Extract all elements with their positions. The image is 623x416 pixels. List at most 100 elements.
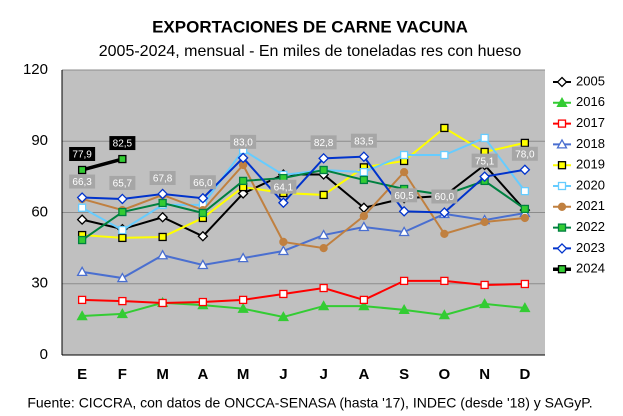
marker xyxy=(118,225,127,235)
marker xyxy=(77,235,87,245)
x-tick-label: N xyxy=(479,366,490,383)
marker xyxy=(557,161,567,170)
marker xyxy=(556,138,568,149)
marker xyxy=(279,289,288,299)
marker xyxy=(399,150,409,160)
marker xyxy=(237,302,249,313)
legend-label: 2005 xyxy=(576,73,605,88)
marker xyxy=(279,237,288,247)
marker xyxy=(277,311,289,322)
label-box xyxy=(310,135,337,150)
data-label: 75,1 xyxy=(475,156,495,167)
marker xyxy=(157,188,169,200)
marker xyxy=(116,308,128,319)
y-tick-label: 60 xyxy=(31,203,48,220)
label-box xyxy=(69,174,96,189)
marker xyxy=(118,296,127,306)
marker xyxy=(557,202,567,211)
marker xyxy=(398,205,410,217)
marker xyxy=(399,167,409,177)
marker xyxy=(319,283,328,293)
marker xyxy=(118,207,127,217)
x-tick-label: A xyxy=(197,366,208,383)
legend-label: 2018 xyxy=(576,136,605,151)
source-note: Fuente: CICCRA, con datos de ONCCA-SENAS… xyxy=(27,395,592,411)
x-tick-label: F xyxy=(118,366,127,383)
marker xyxy=(358,221,370,232)
data-label: 65,7 xyxy=(113,179,133,190)
marker xyxy=(520,204,530,214)
marker xyxy=(440,150,449,160)
legend-label: 2020 xyxy=(576,177,605,192)
marker xyxy=(440,276,449,286)
y-tick-label: 90 xyxy=(31,132,48,149)
data-label: 64,1 xyxy=(274,182,294,193)
data-label: 82,8 xyxy=(314,138,334,149)
data-label: 67,8 xyxy=(153,174,173,185)
data-label: 77,9 xyxy=(72,150,92,161)
marker xyxy=(438,309,450,320)
chart-subtitle: 2005-2024, mensual - En miles de tonelad… xyxy=(99,43,522,60)
legend-label: 2023 xyxy=(576,240,605,255)
data-label: 82,5 xyxy=(113,139,133,150)
marker xyxy=(157,249,169,260)
x-tick-label: J xyxy=(279,366,287,383)
marker xyxy=(77,165,87,175)
marker xyxy=(398,226,410,237)
legend-label: 2022 xyxy=(576,219,605,234)
x-tick-label: J xyxy=(319,366,327,383)
legend-label: 2017 xyxy=(576,115,605,130)
marker xyxy=(399,276,409,286)
x-tick-label: M xyxy=(237,366,250,383)
marker xyxy=(197,192,209,204)
marker xyxy=(318,300,330,311)
data-label: 66,0 xyxy=(193,178,213,189)
marker xyxy=(556,242,568,254)
series-line xyxy=(81,163,525,250)
label-box xyxy=(471,153,498,168)
data-label: 60,5 xyxy=(394,191,414,202)
label-box xyxy=(230,134,257,149)
marker xyxy=(158,232,167,242)
series-line xyxy=(81,157,123,172)
marker xyxy=(76,310,88,321)
marker xyxy=(197,230,209,242)
label-box xyxy=(391,188,418,203)
marker xyxy=(76,214,88,226)
marker xyxy=(519,164,531,176)
label-box xyxy=(109,136,136,151)
label-box xyxy=(431,189,458,204)
marker xyxy=(557,119,567,128)
label-box xyxy=(350,133,377,148)
marker xyxy=(237,188,249,199)
marker xyxy=(479,298,491,309)
series-line xyxy=(82,126,526,239)
marker xyxy=(480,133,489,143)
x-tick-label: O xyxy=(439,366,451,383)
label-box xyxy=(270,179,297,194)
x-tick-label: D xyxy=(519,366,530,383)
marker xyxy=(319,243,328,253)
series-line xyxy=(81,211,526,280)
marker xyxy=(157,211,169,223)
marker xyxy=(237,252,249,263)
data-label: 83,0 xyxy=(233,138,253,149)
data-label: 78,0 xyxy=(515,149,535,160)
y-tick-label: 0 xyxy=(40,346,48,363)
marker xyxy=(359,175,369,185)
legend-label: 2016 xyxy=(576,94,605,109)
marker xyxy=(76,266,88,277)
x-tick-label: E xyxy=(77,366,87,383)
marker xyxy=(76,192,88,203)
x-tick-label: M xyxy=(156,366,169,383)
marker xyxy=(238,176,248,186)
legend-label: 2019 xyxy=(576,157,605,172)
data-label: 83,5 xyxy=(354,136,374,147)
label-box xyxy=(69,146,96,161)
marker xyxy=(197,259,209,270)
series-line xyxy=(82,279,525,304)
marker xyxy=(118,154,127,164)
marker xyxy=(237,152,249,164)
marker xyxy=(557,265,567,274)
